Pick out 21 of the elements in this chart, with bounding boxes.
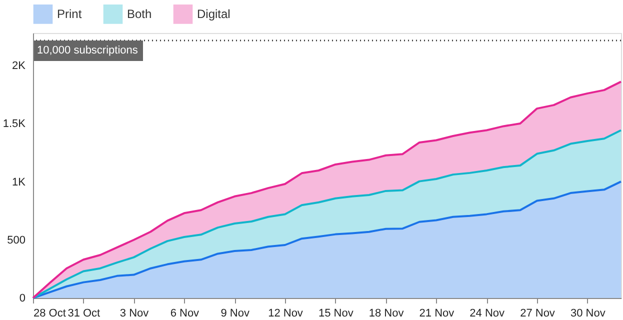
x-tick-label: 31 Oct (68, 308, 100, 320)
x-tick-label: 30 Nov (570, 308, 606, 320)
y-tick-label: 1K (12, 176, 26, 188)
legend-label: Digital (197, 7, 230, 22)
y-tick-label: 2K (12, 60, 26, 72)
y-tick-label: 500 (7, 234, 26, 246)
y-tick-label: 0 (19, 292, 26, 304)
x-tick-label: 15 Nov (318, 308, 354, 320)
x-tick-label: 3 Nov (120, 308, 150, 320)
x-tick-label: 24 Nov (470, 308, 506, 320)
legend-label: Print (57, 7, 82, 22)
x-tick-label: 28 Oct (34, 308, 66, 320)
x-tick-label: 6 Nov (170, 308, 200, 320)
x-tick-label: 27 Nov (520, 308, 556, 320)
x-tick-label: 18 Nov (368, 308, 404, 320)
x-tick-label: 21 Nov (419, 308, 455, 320)
legend-label: Both (127, 7, 152, 22)
ref-line-label: 10,000 subscriptions (37, 44, 138, 57)
x-tick-label: 9 Nov (220, 308, 250, 320)
y-tick-label: 1.5K (2, 118, 26, 130)
x-tick-label: 12 Nov (268, 308, 304, 320)
